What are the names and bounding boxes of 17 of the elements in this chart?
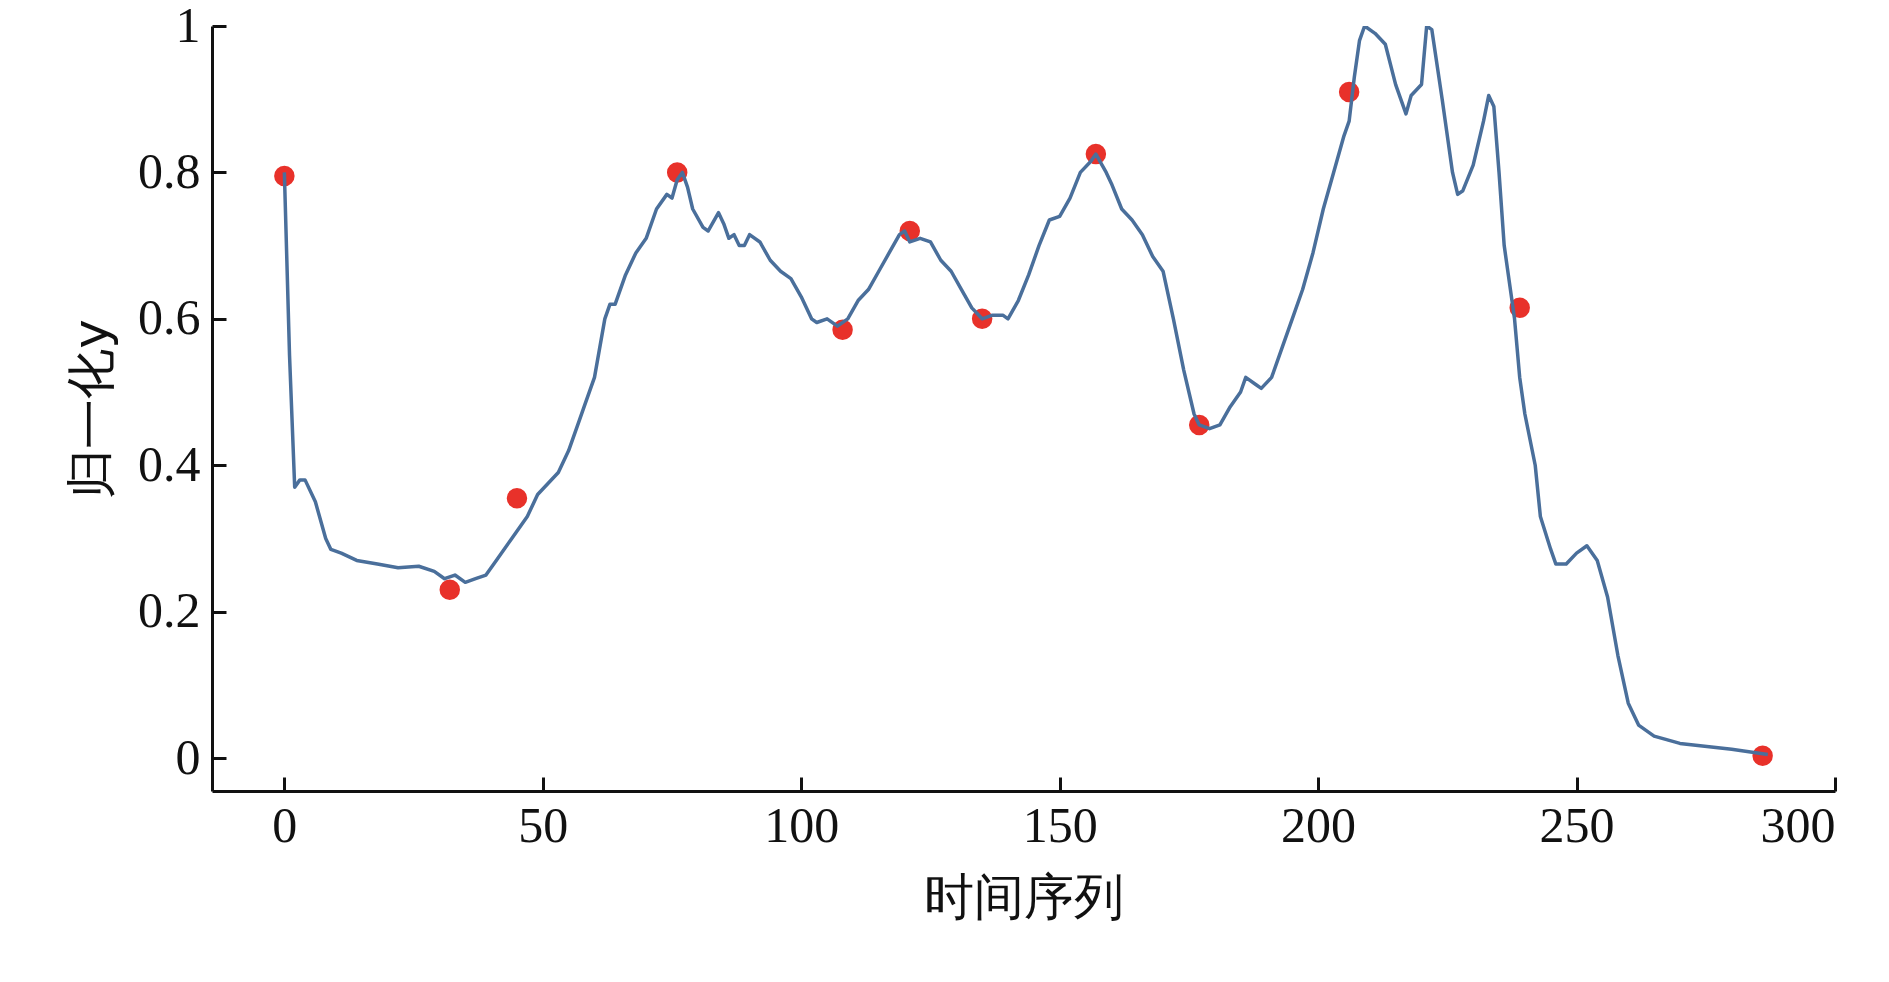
y-tick-label: 0.8 [138, 142, 201, 199]
y-tick-label: 0 [175, 728, 201, 785]
x-tick-label: 50 [518, 796, 569, 853]
point [506, 487, 528, 509]
x-tick-label: 150 [1022, 796, 1098, 853]
x-tick-label: 100 [764, 796, 840, 853]
y-tick-label: 1 [175, 0, 201, 53]
x-tick-label: 200 [1281, 796, 1357, 853]
y-tick-label: 0.4 [138, 435, 201, 492]
y-tick-label: 0.2 [138, 582, 201, 639]
y-axis-title: 归一化y [62, 319, 120, 499]
x-axis-title: 时间序列 [924, 867, 1124, 926]
y-tick-label: 0.6 [138, 289, 201, 346]
x-tick-label: 0 [272, 796, 298, 853]
x-tick-label: 250 [1539, 796, 1615, 853]
x-tick-label: 300 [1760, 796, 1836, 853]
point [439, 579, 461, 600]
